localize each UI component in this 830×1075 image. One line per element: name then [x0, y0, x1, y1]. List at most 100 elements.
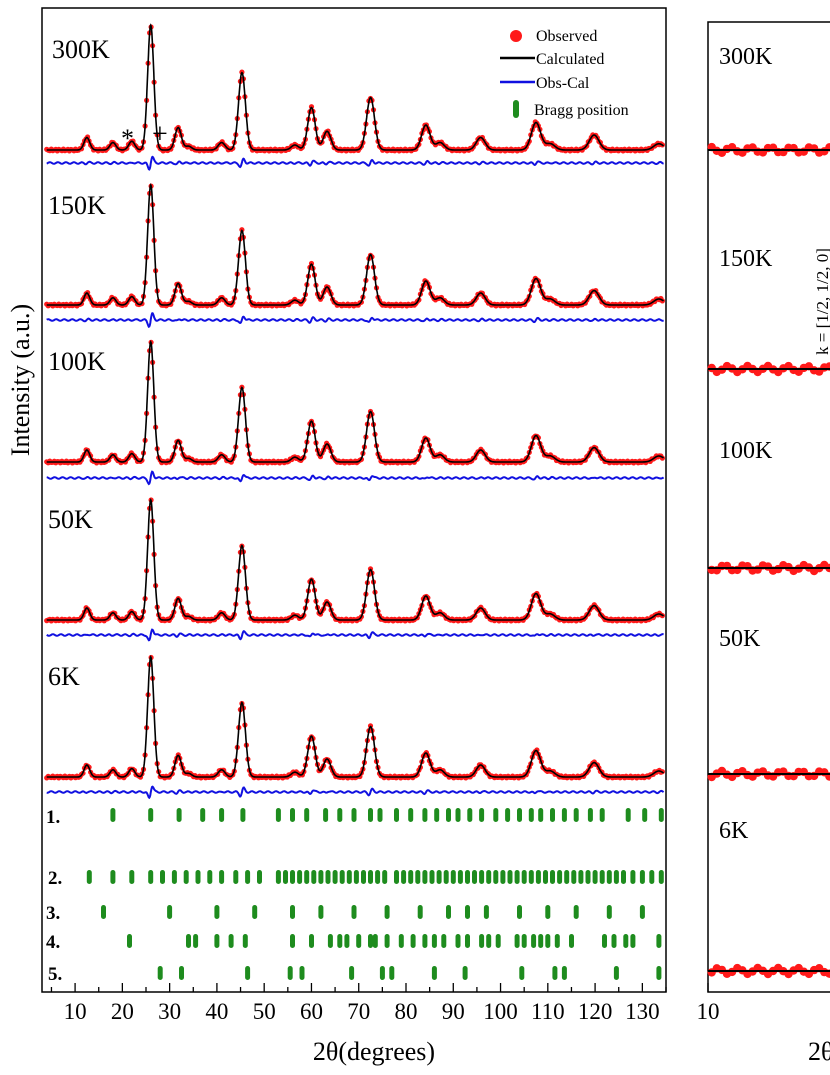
legend-observed-label: Observed — [536, 28, 597, 45]
bragg-tick — [148, 870, 154, 884]
bragg-tick — [606, 870, 612, 884]
bragg-tick — [368, 870, 373, 884]
bragg-tick — [368, 934, 373, 948]
bragg-tick — [384, 934, 390, 948]
legend-observed-marker — [510, 30, 522, 42]
bragg-tick — [455, 808, 461, 822]
bragg-row-3 — [101, 905, 645, 919]
calculated-line — [46, 340, 665, 463]
bragg-tick — [517, 905, 522, 919]
x-tick-label: 20 — [111, 999, 134, 1024]
bragg-tick — [455, 934, 461, 948]
bragg-tick — [495, 934, 501, 948]
bragg-tick — [521, 870, 527, 884]
pattern-panel-6k — [44, 654, 666, 800]
bragg-tick — [275, 808, 281, 822]
x-tick-label: 80 — [395, 999, 418, 1024]
legend-bragg-marker — [513, 100, 519, 118]
bragg-tick — [375, 870, 381, 884]
bragg-tick — [332, 870, 338, 884]
bragg-tick — [410, 934, 416, 948]
bragg-tick — [561, 966, 567, 980]
bragg-tick — [493, 870, 499, 884]
bragg-tick — [658, 808, 664, 822]
bragg-tick — [283, 870, 288, 884]
bragg-tick — [401, 870, 407, 884]
right-plot-frame — [707, 21, 830, 993]
bragg-tick — [127, 934, 132, 948]
bragg-tick — [519, 966, 525, 980]
x-tick-label: 110 — [531, 999, 565, 1024]
bragg-tick — [323, 808, 329, 822]
bragg-tick — [200, 808, 206, 822]
bragg-tick — [299, 966, 305, 980]
x-tick-label: 90 — [442, 999, 465, 1024]
left-chart-panel: 10 20 30 40 50 60 70 80 90 100 110 120 130 300K 150K… — [6, 7, 667, 1066]
bragg-tick — [507, 870, 513, 884]
temperature-label-6k: 6K — [48, 662, 80, 691]
bragg-tick — [500, 870, 506, 884]
bragg-tick — [514, 870, 520, 884]
bragg-tick — [457, 870, 463, 884]
bragg-tick — [656, 966, 662, 980]
bragg-tick — [394, 808, 399, 822]
bragg-tick — [535, 870, 541, 884]
x-tick-label: 50 — [253, 999, 276, 1024]
bragg-tick — [290, 870, 295, 884]
bragg-tick — [86, 870, 92, 884]
bragg-tick — [304, 808, 310, 822]
bragg-tick — [183, 870, 189, 884]
bragg-tick — [110, 870, 116, 884]
bragg-tick — [344, 934, 350, 948]
x-tick-label: 100 — [483, 999, 518, 1024]
bragg-tick — [214, 934, 220, 948]
calculated-line — [46, 183, 665, 306]
x-tick-label: 40 — [205, 999, 228, 1024]
bragg-tick — [398, 934, 404, 948]
temperature-label-300k: 300K — [52, 35, 110, 64]
bragg-tick — [415, 870, 421, 884]
left-x-axis-ticks: 10 20 30 40 50 60 70 80 90 100 110 120 130 — [50, 983, 667, 1024]
bragg-tick — [465, 905, 470, 919]
right-plot-data — [707, 142, 830, 979]
bragg-tick — [431, 966, 437, 980]
difference-line — [46, 785, 665, 800]
bragg-tick — [207, 870, 213, 884]
temperature-label-50k: 50K — [48, 505, 93, 534]
bragg-tick — [639, 905, 645, 919]
bragg-tick — [578, 870, 584, 884]
bragg-tick — [642, 808, 648, 822]
left-plot-data — [44, 23, 666, 980]
bragg-tick — [129, 870, 135, 884]
pattern-panel-50k — [44, 497, 666, 642]
bragg-tick — [167, 905, 173, 919]
bragg-tick — [245, 966, 251, 980]
bragg-tick — [573, 808, 579, 822]
bragg-tick — [592, 870, 598, 884]
bragg-tick — [233, 870, 239, 884]
bragg-tick — [538, 808, 544, 822]
bragg-tick — [649, 870, 655, 884]
bragg-tick — [101, 905, 106, 919]
pattern-panel-100k — [44, 339, 666, 486]
bragg-tick — [531, 934, 537, 948]
bragg-tick — [384, 905, 390, 919]
bragg-tick — [327, 934, 333, 948]
bragg-tick — [351, 905, 357, 919]
bragg-tick — [462, 966, 468, 980]
bragg-tick — [245, 870, 251, 884]
x-tick-label: 120 — [578, 999, 613, 1024]
bragg-tick — [431, 934, 437, 948]
right-x-tick-label: 10 — [697, 999, 720, 1024]
bragg-tick — [110, 808, 116, 822]
phase-label-4: 4. — [46, 932, 60, 953]
right-temperature-label-100k: 100K — [719, 438, 773, 464]
bragg-tick — [297, 870, 303, 884]
bragg-tick — [613, 870, 619, 884]
bragg-tick — [658, 870, 664, 884]
bragg-tick — [339, 870, 345, 884]
bragg-tick — [493, 808, 499, 822]
bragg-tick — [436, 870, 442, 884]
bragg-tick — [630, 870, 636, 884]
bragg-tick — [356, 934, 362, 948]
